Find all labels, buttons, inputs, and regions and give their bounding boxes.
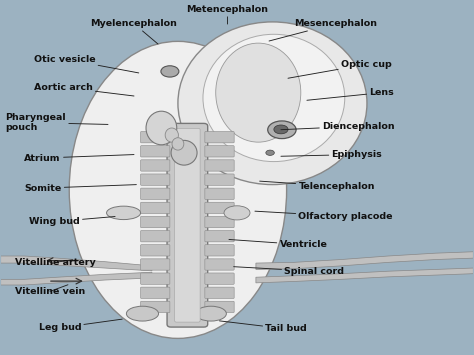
Ellipse shape [172,138,184,150]
Ellipse shape [224,206,250,220]
FancyBboxPatch shape [205,202,234,214]
Text: Optic cup: Optic cup [288,60,392,78]
Ellipse shape [171,140,197,165]
Ellipse shape [268,121,296,138]
Text: Leg bud: Leg bud [38,319,122,332]
FancyBboxPatch shape [141,287,170,299]
FancyBboxPatch shape [167,124,208,327]
FancyBboxPatch shape [205,146,234,157]
FancyBboxPatch shape [174,129,200,322]
Text: Ventricle: Ventricle [229,240,328,249]
FancyBboxPatch shape [205,132,234,143]
Text: Lens: Lens [307,88,394,100]
Ellipse shape [216,43,301,142]
FancyBboxPatch shape [141,301,170,313]
FancyBboxPatch shape [205,188,234,200]
Text: Wing bud: Wing bud [29,217,115,226]
Ellipse shape [196,306,227,321]
Text: Vitelline artery: Vitelline artery [15,258,96,267]
Ellipse shape [203,34,345,162]
Text: Epiphysis: Epiphysis [281,150,382,159]
Polygon shape [256,268,474,283]
Ellipse shape [161,66,179,77]
FancyBboxPatch shape [141,245,170,256]
Text: Mesencephalon: Mesencephalon [269,19,377,41]
Text: Tail bud: Tail bud [219,321,307,333]
FancyBboxPatch shape [141,132,170,143]
Text: Atrium: Atrium [24,154,134,163]
Ellipse shape [178,22,367,185]
FancyBboxPatch shape [141,146,170,157]
Text: Olfactory placode: Olfactory placode [255,211,393,221]
Ellipse shape [274,125,288,134]
Ellipse shape [146,111,177,145]
FancyBboxPatch shape [141,160,170,171]
FancyBboxPatch shape [141,230,170,242]
FancyBboxPatch shape [205,230,234,242]
Ellipse shape [165,128,178,142]
Text: Spinal cord: Spinal cord [234,267,344,276]
FancyBboxPatch shape [205,273,234,284]
FancyBboxPatch shape [141,188,170,200]
FancyBboxPatch shape [205,160,234,171]
FancyBboxPatch shape [205,245,234,256]
Text: Metencephalon: Metencephalon [187,5,269,24]
Text: Aortic arch: Aortic arch [34,83,134,96]
Text: Telencephalon: Telencephalon [260,181,375,191]
FancyBboxPatch shape [205,259,234,270]
Ellipse shape [107,206,141,220]
FancyBboxPatch shape [141,217,170,228]
Ellipse shape [69,42,287,338]
FancyBboxPatch shape [141,174,170,185]
FancyBboxPatch shape [141,202,170,214]
FancyBboxPatch shape [141,273,170,284]
Polygon shape [256,252,474,269]
Polygon shape [0,256,152,271]
FancyBboxPatch shape [205,217,234,228]
Ellipse shape [266,150,274,155]
Text: Vitelline vein: Vitelline vein [15,285,85,296]
Polygon shape [0,272,152,285]
FancyBboxPatch shape [205,301,234,313]
Ellipse shape [127,306,158,321]
Text: Myelencephalon: Myelencephalon [91,19,177,44]
FancyBboxPatch shape [205,287,234,299]
Text: Pharyngeal
pouch: Pharyngeal pouch [5,113,108,132]
Text: Diencephalon: Diencephalon [281,122,395,131]
FancyBboxPatch shape [205,174,234,185]
Text: Somite: Somite [24,184,137,193]
FancyBboxPatch shape [141,259,170,270]
Text: Otic vesicle: Otic vesicle [34,55,139,73]
